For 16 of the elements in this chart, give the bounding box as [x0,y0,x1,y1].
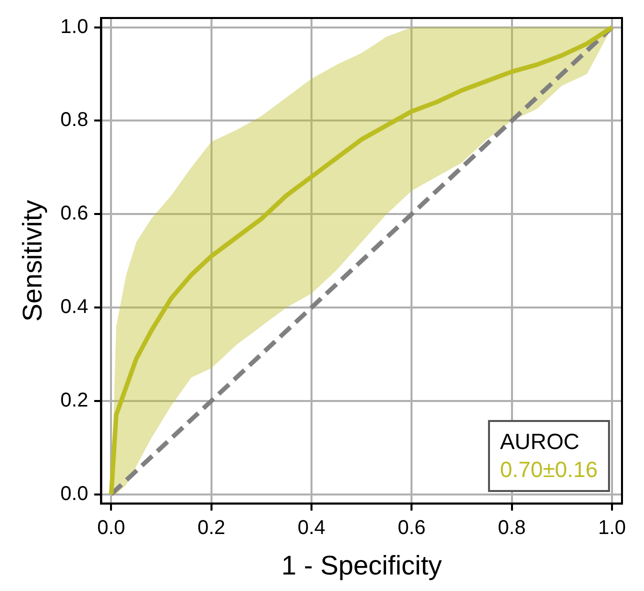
y-tick-label: 0.6 [60,202,88,225]
y-tick-label: 0.2 [60,389,88,412]
x-tick-label: 0.6 [398,517,426,540]
x-tick-label: 0.8 [498,517,526,540]
x-tick-label: 1.0 [598,517,626,540]
y-tick-label: 1.0 [60,16,88,38]
y-tick-label: 0.8 [60,109,88,132]
y-tick-label: 0.0 [60,482,88,505]
x-tick-label: 0.0 [97,517,126,540]
x-tick-label: 0.4 [298,517,326,540]
legend-title: AUROC [500,428,580,456]
text: 0.70±0.16 [500,456,598,484]
y-axis-title: Sensitivity [18,200,48,322]
x-tick-label: 0.2 [197,517,226,540]
x-axis-title: 1 - Specificity [281,550,442,580]
y-tick-label: 0.4 [60,296,88,318]
